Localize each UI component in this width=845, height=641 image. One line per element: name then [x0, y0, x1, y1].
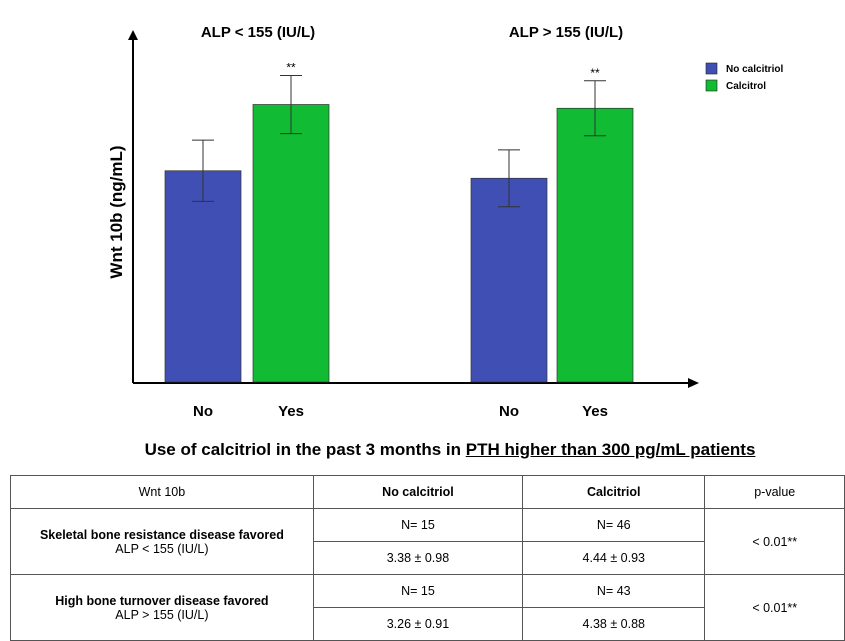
chart-marks: No ** Yes No ** Yes — [164, 60, 634, 420]
table-title-underlined: PTH higher than 300 pg/mL patients — [465, 440, 756, 459]
legend-swatch-no-calcitriol — [705, 62, 718, 75]
p-value-cell: < 0.01** — [704, 508, 845, 575]
header-p-value: p-value — [704, 475, 845, 509]
value-calcitriol: 4.38 ± 0.88 — [522, 607, 706, 641]
results-table: Wnt 10b No calcitriol Calcitriol p-value… — [10, 475, 845, 641]
table-title-plain: Use of calcitriol in the past 3 months i… — [144, 440, 466, 459]
value-no-calcitriol: 3.26 ± 0.91 — [312, 607, 524, 641]
row-label: High bone turnover disease favored — [55, 593, 269, 608]
row-label-cell: Skeletal bone resistance disease favored… — [10, 508, 314, 575]
table-row: High bone turnover disease favored ALP >… — [10, 574, 845, 641]
group-title-2: ALP > 155 (IU/L) — [509, 24, 623, 41]
bar-chart: ALP < 155 (IU/L) ALP > 155 (IU/L) Wnt 10… — [107, 24, 783, 420]
legend-label-no-calcitriol: No calcitriol — [726, 64, 783, 75]
x-tick-label: No — [193, 403, 213, 420]
y-axis-arrow — [128, 30, 138, 40]
n-calcitriol: N= 46 — [522, 508, 706, 542]
header-no-calcitriol: No calcitriol — [312, 475, 524, 509]
table-row: Skeletal bone resistance disease favored… — [10, 508, 845, 575]
table-title: Use of calcitriol in the past 3 months i… — [0, 440, 845, 460]
bar — [252, 104, 330, 383]
header-calcitriol: Calcitriol — [522, 475, 706, 509]
n-no-calcitriol: N= 15 — [312, 574, 524, 608]
row-label: Skeletal bone resistance disease favored — [39, 527, 284, 542]
x-tick-label: No — [499, 403, 519, 420]
bar — [164, 170, 242, 383]
row-sublabel: ALP < 155 (IU/L) — [115, 541, 209, 556]
table-row: 3.38 ± 0.98 4.44 ± 0.93 — [11, 541, 845, 575]
x-tick-label: Yes — [278, 403, 304, 420]
value-no-calcitriol: 3.38 ± 0.98 — [312, 541, 524, 575]
bar — [556, 107, 634, 383]
row-sublabel: ALP > 155 (IU/L) — [115, 607, 209, 622]
x-axis-arrow — [688, 378, 699, 388]
n-no-calcitriol: N= 15 — [312, 508, 524, 542]
p-value-cell: < 0.01** — [704, 574, 845, 641]
y-axis-label: Wnt 10b (ng/mL) — [107, 145, 126, 278]
bar — [470, 177, 548, 383]
value-calcitriol: 4.44 ± 0.93 — [522, 541, 706, 575]
header-wnt10b: Wnt 10b — [10, 475, 314, 509]
legend-label-calcitrol: Calcitrol — [726, 81, 766, 92]
x-tick-label: Yes — [582, 403, 608, 420]
legend-swatch-calcitrol — [705, 79, 718, 92]
table-header-row: Wnt 10b No calcitriol Calcitriol p-value — [10, 475, 845, 509]
table-row: 3.26 ± 0.91 4.38 ± 0.88 — [11, 607, 845, 641]
n-calcitriol: N= 43 — [522, 574, 706, 608]
significance-label: ** — [590, 66, 600, 80]
significance-label: ** — [286, 60, 296, 74]
group-title-1: ALP < 155 (IU/L) — [201, 24, 315, 41]
row-label-cell: High bone turnover disease favored ALP >… — [10, 574, 314, 641]
